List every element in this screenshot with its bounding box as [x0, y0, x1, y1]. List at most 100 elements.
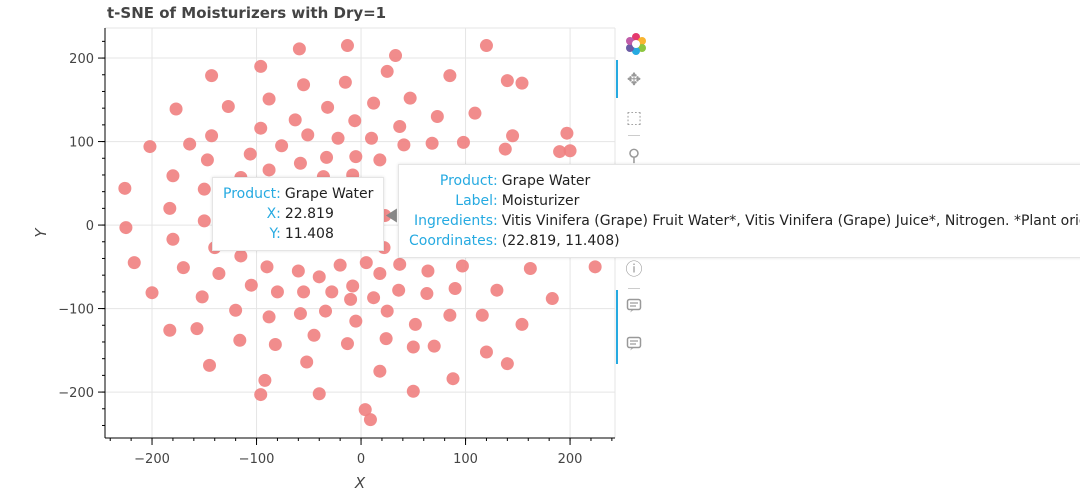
- data-point[interactable]: [358, 403, 372, 417]
- data-point[interactable]: [515, 76, 529, 90]
- data-point[interactable]: [291, 264, 305, 278]
- data-point[interactable]: [364, 131, 378, 145]
- data-point[interactable]: [408, 317, 422, 331]
- data-point[interactable]: [297, 285, 311, 299]
- pan-icon[interactable]: ✥: [626, 70, 642, 90]
- data-point[interactable]: [163, 323, 177, 337]
- data-point[interactable]: [321, 100, 335, 114]
- data-point[interactable]: [127, 256, 141, 270]
- data-point[interactable]: [344, 292, 358, 306]
- data-point[interactable]: [293, 307, 307, 321]
- data-point[interactable]: [340, 337, 354, 351]
- data-point[interactable]: [392, 283, 406, 297]
- data-point[interactable]: [176, 261, 190, 275]
- data-point[interactable]: [479, 39, 493, 53]
- data-point[interactable]: [479, 345, 493, 359]
- wheel-zoom-icon[interactable]: ⚲: [627, 146, 641, 166]
- bokeh-logo-icon[interactable]: [624, 32, 646, 55]
- data-point[interactable]: [498, 142, 512, 156]
- data-point[interactable]: [468, 106, 482, 120]
- data-point[interactable]: [221, 99, 235, 113]
- data-point[interactable]: [143, 140, 157, 154]
- data-point[interactable]: [288, 113, 302, 127]
- data-point[interactable]: [312, 387, 326, 401]
- data-point[interactable]: [446, 372, 460, 386]
- data-point[interactable]: [427, 339, 441, 353]
- data-point[interactable]: [262, 163, 276, 177]
- data-point[interactable]: [393, 120, 407, 134]
- data-point[interactable]: [258, 373, 272, 387]
- data-point[interactable]: [380, 304, 394, 318]
- data-point[interactable]: [166, 169, 180, 183]
- data-point[interactable]: [490, 283, 504, 297]
- data-point[interactable]: [346, 279, 360, 293]
- data-point[interactable]: [367, 291, 381, 305]
- data-point[interactable]: [545, 292, 559, 306]
- data-point[interactable]: [195, 290, 209, 304]
- data-point[interactable]: [380, 64, 394, 78]
- data-point[interactable]: [260, 260, 274, 274]
- hover-icon[interactable]: [624, 298, 644, 318]
- data-point[interactable]: [349, 314, 363, 328]
- data-point[interactable]: [393, 257, 407, 271]
- data-point[interactable]: [212, 266, 226, 280]
- data-point[interactable]: [506, 129, 520, 143]
- data-point[interactable]: [443, 308, 457, 322]
- data-point[interactable]: [197, 214, 211, 228]
- data-point[interactable]: [456, 135, 470, 149]
- data-point[interactable]: [500, 74, 514, 88]
- data-point[interactable]: [373, 153, 387, 167]
- data-point[interactable]: [190, 322, 204, 336]
- data-point[interactable]: [262, 92, 276, 106]
- data-point[interactable]: [588, 260, 602, 274]
- data-point[interactable]: [563, 144, 577, 158]
- data-point[interactable]: [523, 261, 537, 275]
- data-point[interactable]: [420, 287, 434, 301]
- data-point[interactable]: [430, 110, 444, 124]
- data-point[interactable]: [205, 129, 219, 143]
- data-point[interactable]: [348, 114, 362, 128]
- data-point[interactable]: [320, 150, 334, 164]
- data-point[interactable]: [229, 303, 243, 317]
- data-point[interactable]: [333, 258, 347, 272]
- data-point[interactable]: [301, 128, 315, 142]
- data-point[interactable]: [300, 355, 314, 369]
- data-point[interactable]: [515, 317, 529, 331]
- data-point[interactable]: [119, 221, 133, 235]
- data-point[interactable]: [118, 181, 132, 195]
- data-point[interactable]: [406, 384, 420, 398]
- data-point[interactable]: [183, 137, 197, 151]
- data-point[interactable]: [312, 270, 326, 284]
- data-point[interactable]: [243, 147, 257, 161]
- data-point[interactable]: [340, 39, 354, 53]
- data-point[interactable]: [203, 358, 217, 372]
- box-zoom-icon[interactable]: ⬚: [625, 108, 643, 128]
- data-point[interactable]: [443, 69, 457, 83]
- hover-icon[interactable]: [624, 336, 644, 356]
- scatter-plot[interactable]: −200 −100 0 100 200 −200 −100 0 100 200 X Y: [0, 0, 616, 494]
- data-point[interactable]: [268, 337, 282, 351]
- data-point[interactable]: [379, 332, 393, 346]
- data-point[interactable]: [254, 388, 268, 402]
- data-point[interactable]: [197, 182, 211, 196]
- data-point[interactable]: [403, 91, 417, 105]
- data-point[interactable]: [307, 328, 321, 342]
- data-point[interactable]: [200, 153, 214, 167]
- data-point[interactable]: [205, 69, 219, 83]
- data-point[interactable]: [500, 357, 514, 371]
- data-point[interactable]: [293, 156, 307, 170]
- help-icon[interactable]: ⓘ: [625, 260, 643, 280]
- data-point[interactable]: [425, 136, 439, 150]
- data-point[interactable]: [233, 333, 247, 347]
- data-point[interactable]: [254, 121, 268, 135]
- data-point[interactable]: [331, 131, 345, 145]
- data-point[interactable]: [373, 364, 387, 378]
- data-point[interactable]: [349, 150, 363, 164]
- data-point[interactable]: [292, 42, 306, 56]
- data-point[interactable]: [338, 75, 352, 89]
- data-point[interactable]: [406, 340, 420, 354]
- data-point[interactable]: [145, 286, 159, 300]
- data-point[interactable]: [560, 126, 574, 140]
- data-point[interactable]: [553, 145, 567, 159]
- data-point[interactable]: [421, 264, 435, 278]
